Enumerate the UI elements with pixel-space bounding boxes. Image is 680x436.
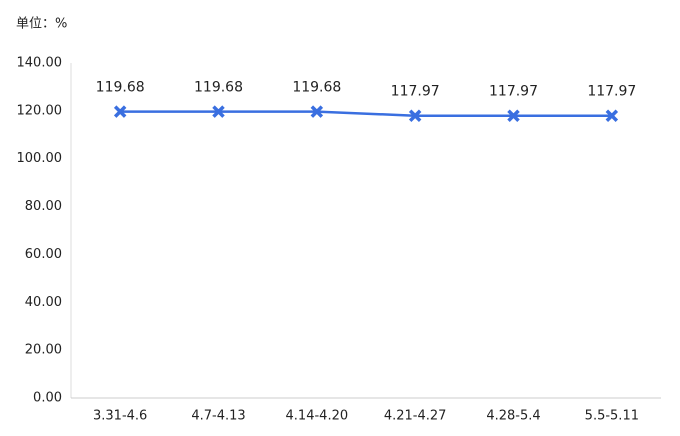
marker: [310, 105, 324, 118]
marker: [212, 105, 225, 118]
data-label: 119.68: [292, 80, 341, 96]
y-tick-label: 80.00: [25, 199, 62, 214]
y-tick-label: 40.00: [25, 295, 62, 310]
y-tick-label: 120.00: [17, 103, 63, 118]
x-tick-label: 5.5-5.11: [585, 409, 639, 424]
x-tick-label: 4.14-4.20: [286, 409, 349, 424]
marker: [507, 109, 520, 122]
x-tick-label: 3.31-4.6: [93, 409, 147, 424]
x-tick-label: 4.21-4.27: [384, 409, 447, 424]
data-label: 119.68: [96, 80, 145, 96]
marker: [113, 105, 127, 118]
data-label: 117.97: [587, 84, 636, 100]
x-tick-label: 4.7-4.13: [191, 409, 245, 424]
y-tick-label: 100.00: [17, 151, 63, 166]
y-tick-label: 0.00: [33, 391, 62, 406]
y-tick-label: 60.00: [25, 247, 62, 262]
marker: [408, 109, 422, 122]
line: [120, 110, 612, 117]
data-label: 117.97: [391, 84, 440, 100]
marker: [605, 109, 619, 122]
data-label: 117.97: [489, 84, 538, 100]
data-label: 119.68: [194, 80, 243, 96]
y-tick-label: 20.00: [25, 343, 62, 358]
unit-label: 单位：%: [16, 17, 67, 32]
x-tick-label: 4.28-5.4: [486, 409, 540, 424]
y-tick-label: 140.00: [17, 56, 63, 71]
